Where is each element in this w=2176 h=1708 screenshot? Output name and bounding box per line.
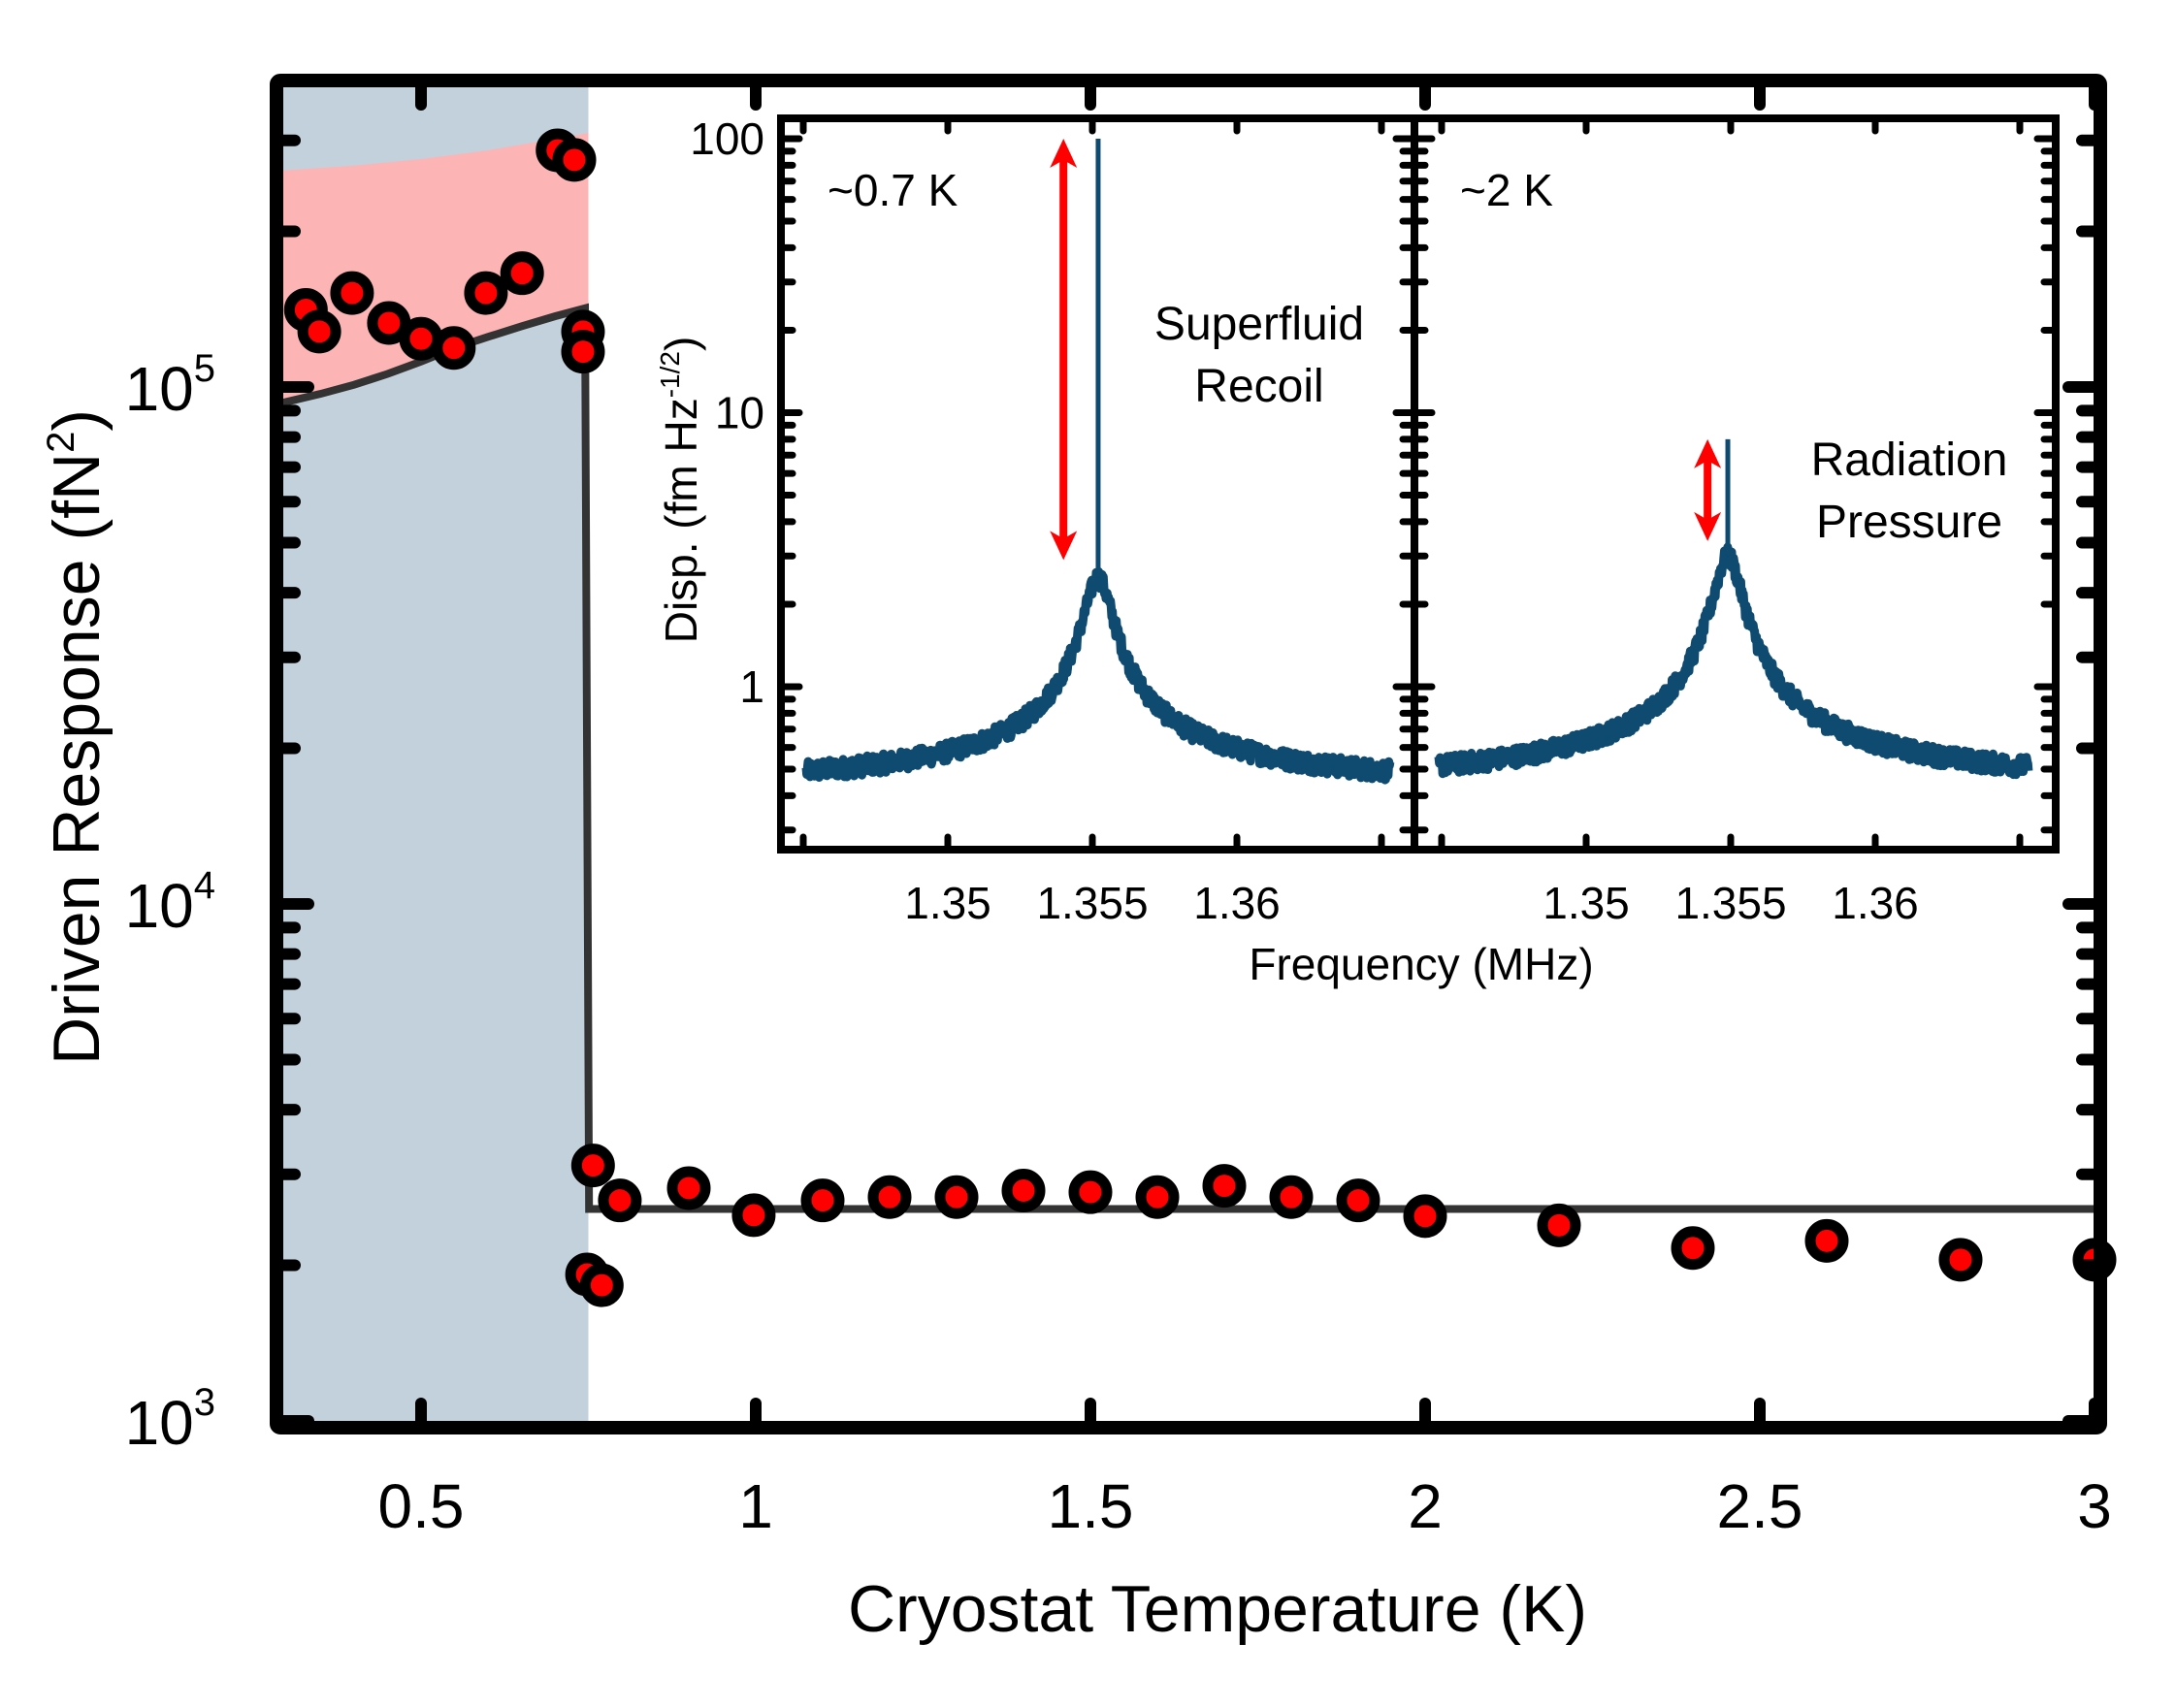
- x-tick-label: 0.5: [378, 1471, 465, 1541]
- inset-y-axis-title-sup: -1/2: [655, 351, 685, 398]
- inset-panel-high-temp: ~2 K Radiation Pressure: [1434, 165, 2033, 780]
- data-point: [1671, 1226, 1715, 1271]
- inset-x-tick-label: 1.35: [1543, 878, 1630, 928]
- data-point: [1202, 1164, 1247, 1208]
- x-tick-label: 2: [1408, 1471, 1443, 1541]
- inset-x-tick-label: 1.355: [1674, 878, 1786, 928]
- inset-y-tick-label: 100: [690, 113, 764, 164]
- x-tick-label: 1.5: [1048, 1471, 1134, 1541]
- inset-y-axis-title: Disp. (fm Hz-1/2): [655, 337, 706, 644]
- data-point: [552, 138, 597, 182]
- annotation-line: Recoil: [1194, 361, 1323, 412]
- y-tick-exponent: 5: [194, 347, 215, 390]
- data-point: [1804, 1218, 1849, 1263]
- data-point: [800, 1178, 845, 1223]
- inset-frame: 1.35 1.355 1.36 1.35 1.355 1.36 1 10 100: [690, 113, 2060, 928]
- data-point: [1537, 1203, 1581, 1247]
- main-plot-frame: [270, 74, 2107, 1434]
- y-tick-exponent: 3: [194, 1381, 215, 1424]
- x-axis-title: Cryostat Temperature (K): [848, 1572, 1587, 1646]
- inset-x-tick-label: 1.355: [1036, 878, 1148, 928]
- arrow-head-down-icon: [1694, 511, 1722, 541]
- data-point: [500, 251, 544, 296]
- data-point: [464, 271, 508, 315]
- y-tick-base: 10: [125, 354, 194, 424]
- data-point: [598, 1178, 642, 1223]
- data-point: [570, 1144, 615, 1188]
- panel-temperature-label: ~2 K: [1460, 165, 1553, 215]
- panel-temperature-label: ~0.7 K: [828, 165, 958, 215]
- x-tick-label: 2.5: [1717, 1471, 1803, 1541]
- y-axis-title: Driven Response (fN2): [40, 409, 114, 1065]
- prediction-band-area: [280, 133, 589, 403]
- y-tick-base: 10: [125, 1388, 194, 1458]
- data-point: [367, 301, 411, 345]
- arrow-head-up-icon: [1050, 139, 1078, 168]
- data-point: [1269, 1175, 1314, 1219]
- inset-panel-low-temp: ~0.7 K Superfluid Recoil: [801, 139, 1395, 785]
- data-point: [1001, 1168, 1046, 1212]
- data-point: [731, 1193, 776, 1238]
- data-points: [283, 128, 2117, 1307]
- inset-x-tick-label: 1.36: [1832, 878, 1919, 928]
- y-axis-title-sup: 2: [40, 432, 82, 453]
- y-tick-label: 105: [125, 347, 215, 424]
- data-point: [432, 326, 476, 371]
- inset-y-tick-label: 10: [715, 388, 764, 438]
- annotation-line: Radiation: [1811, 435, 2008, 486]
- annotation-line: Superfluid: [1154, 299, 1364, 350]
- x-tick-label: 1: [738, 1471, 773, 1541]
- inset-x-tick-label: 1.36: [1193, 878, 1281, 928]
- data-point: [1135, 1175, 1180, 1219]
- data-point: [297, 309, 341, 354]
- spectrum-trace: [1434, 542, 2033, 780]
- data-point: [1068, 1170, 1113, 1214]
- y-tick-label: 103: [125, 1381, 215, 1458]
- annotation-line: Pressure: [1816, 497, 2002, 548]
- inset-y-axis-title-tail: ): [656, 337, 706, 351]
- inset-y-axis-title-text: Disp. (fm Hz: [656, 398, 706, 643]
- data-point: [330, 271, 374, 315]
- data-point: [867, 1175, 912, 1219]
- data-point: [1938, 1238, 1983, 1282]
- y-axis-title-tail: ): [40, 409, 114, 432]
- main-axis-ticks: [277, 81, 2100, 1427]
- y-tick-base: 10: [125, 871, 194, 941]
- data-point: [1403, 1194, 1447, 1239]
- prediction-band: [280, 133, 589, 403]
- inset-x-tick-label: 1.35: [904, 878, 991, 928]
- inset-panels: ~0.7 K Superfluid Recoil ~2 K Radiation Press…: [801, 139, 2033, 785]
- y-tick-exponent: 4: [194, 864, 215, 907]
- inset-x-axis-title: Frequency (MHz): [1249, 939, 1593, 989]
- y-tick-label: 104: [125, 864, 215, 941]
- arrow-head-down-icon: [1050, 531, 1078, 561]
- data-point: [561, 330, 605, 374]
- data-point: [579, 1263, 624, 1307]
- data-point: [666, 1166, 711, 1210]
- spectrum-trace: [801, 566, 1395, 785]
- data-point: [1336, 1178, 1380, 1223]
- inset-y-tick-label: 1: [739, 661, 764, 712]
- x-tick-label: 3: [2077, 1471, 2112, 1541]
- y-axis-title-text: Driven Response (fN: [40, 453, 114, 1065]
- arrow-head-up-icon: [1694, 438, 1722, 468]
- x-tick-labels: 0.5 1 1.5 2 2.5 3: [378, 1471, 2112, 1541]
- data-point: [934, 1175, 979, 1219]
